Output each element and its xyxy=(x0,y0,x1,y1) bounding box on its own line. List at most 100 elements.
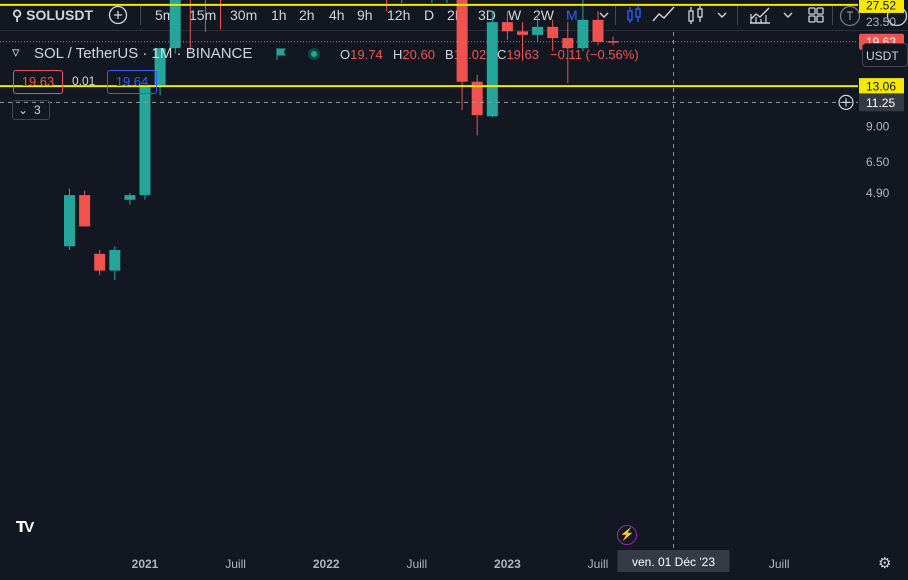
toolbar-divider xyxy=(615,5,616,25)
chevron-down-icon: ⌄ xyxy=(18,103,29,117)
price-tick-label: 23.50 xyxy=(866,15,896,29)
interval-5m[interactable]: 5m xyxy=(155,7,175,23)
candle xyxy=(139,84,151,200)
candle xyxy=(501,11,513,40)
indicators-icon xyxy=(750,7,770,24)
grid-icon xyxy=(808,7,824,23)
buy-price-button[interactable]: 19.64 xyxy=(107,70,157,94)
add-alert-plus-icon[interactable] xyxy=(838,94,854,110)
interval-12h[interactable]: 12h xyxy=(387,7,411,23)
interval-1h[interactable]: 1h xyxy=(271,7,287,23)
line-chart-icon xyxy=(652,6,675,22)
time-tick-label: 2023 xyxy=(494,557,521,571)
time-tick-label: 2022 xyxy=(313,557,340,571)
tv-logo-circle-icon xyxy=(839,5,861,27)
chevron-down-icon xyxy=(717,12,727,18)
legend-low: B19.02 xyxy=(445,47,487,62)
candle xyxy=(471,74,483,136)
candle xyxy=(386,0,388,12)
layout-button[interactable] xyxy=(806,5,826,25)
time-axis: 2021 Juill 2022 Juill 2023 Juill Juill ven. 01 … xyxy=(0,548,858,580)
candle xyxy=(486,11,498,118)
interval-9h[interactable]: 9h xyxy=(357,7,373,23)
toolbar-divider xyxy=(737,5,738,25)
interval-2h[interactable]: 2h xyxy=(299,7,315,23)
interval-4h[interactable]: 4h xyxy=(329,7,345,23)
chart-type-dropdown-button[interactable] xyxy=(712,5,732,25)
interval-2w[interactable]: 2W xyxy=(533,7,554,23)
candles-style-button[interactable] xyxy=(624,5,644,25)
search-icon: ⚲ xyxy=(12,7,23,23)
sell-price-button[interactable]: 19.63 xyxy=(13,70,63,94)
candles-icon xyxy=(627,6,641,23)
chevron-down-icon xyxy=(599,12,609,18)
line-style-button[interactable] xyxy=(652,5,675,25)
legend-change: −0.11 (−0.56%) xyxy=(550,47,639,62)
indicators-toggle[interactable]: ⌄ 3 xyxy=(12,100,50,120)
symbol-search-button[interactable]: ⚲ SOLUSDT xyxy=(12,6,93,24)
time-tick-label: Juill xyxy=(225,557,246,571)
time-tick-label: Juill xyxy=(769,557,790,571)
hollow-candles-icon xyxy=(688,6,703,24)
price-axis-background xyxy=(858,31,908,548)
candle xyxy=(124,192,136,205)
market-open-status-icon xyxy=(308,48,320,60)
candle xyxy=(547,19,559,52)
interval-dropdown-button[interactable] xyxy=(594,5,614,25)
time-tick-label: Juill xyxy=(406,557,427,571)
chevron-down-icon xyxy=(783,12,793,18)
level-price-badge xyxy=(859,0,904,13)
candle xyxy=(431,0,433,4)
legend-open: O19.74 xyxy=(340,47,383,62)
indicators-button[interactable] xyxy=(748,5,770,25)
price-axis: 260.00180.00120.0090.0060.0044.0031.5023… xyxy=(838,0,908,548)
candle xyxy=(64,188,75,251)
time-tick-label: 2021 xyxy=(132,557,159,571)
interval-3d[interactable]: 3D xyxy=(478,7,496,23)
level-price-badge xyxy=(859,78,904,95)
spread-value: 0.01 xyxy=(72,74,96,88)
symbol-label: SOLUSDT xyxy=(26,7,94,23)
interval-30m[interactable]: 30m xyxy=(230,7,258,23)
templates-button[interactable] xyxy=(839,5,861,27)
candle xyxy=(532,15,544,43)
indicators-dropdown-button[interactable] xyxy=(778,5,798,25)
currency-label: USDT xyxy=(866,49,899,63)
interval-w[interactable]: W xyxy=(508,7,522,23)
hollow-candles-button[interactable] xyxy=(686,5,706,25)
interval-15m[interactable]: 15m xyxy=(189,7,217,23)
legend-close: C19.63 xyxy=(497,47,539,62)
currency-select[interactable]: USDT xyxy=(862,43,908,67)
tradingview-logo[interactable]: 𝗧V xyxy=(16,519,34,536)
price-tick-label: 4.90 xyxy=(866,186,890,200)
time-tick-label: Juill xyxy=(588,557,609,571)
candle xyxy=(562,22,574,84)
candle xyxy=(79,190,91,227)
add-symbol-button[interactable] xyxy=(108,5,128,25)
lightning-icon[interactable]: ⚡ xyxy=(617,525,637,545)
candles-layer xyxy=(64,0,619,281)
legend-title: SOL / TetherUS · 1M · BINANCE xyxy=(34,45,253,62)
candle xyxy=(220,0,221,30)
candle xyxy=(94,250,106,276)
flag-icon[interactable] xyxy=(276,48,286,60)
candle xyxy=(446,0,448,4)
candle xyxy=(607,36,619,46)
collapse-legend-icon[interactable]: ▿ xyxy=(12,44,20,61)
crosshair-date-badge xyxy=(617,550,730,572)
indicator-count: 3 xyxy=(34,103,41,117)
candle xyxy=(204,0,206,32)
interval-m[interactable]: M xyxy=(566,7,578,23)
legend-high: H20.60 xyxy=(393,47,435,62)
level-price-label: 13.06 xyxy=(866,80,896,94)
price-tick-label: 6.50 xyxy=(866,155,890,169)
interval-d[interactable]: D xyxy=(424,7,435,23)
candle xyxy=(169,0,181,54)
crosshair-price-badge xyxy=(859,93,904,112)
candle xyxy=(577,0,589,52)
level-price-label: 27.52 xyxy=(866,0,896,12)
settings-gear-icon[interactable]: ⚙ xyxy=(878,555,892,572)
price-tick-label: 9.00 xyxy=(866,120,890,134)
crosshair-date-label: ven. 01 Déc '23 xyxy=(632,555,715,569)
